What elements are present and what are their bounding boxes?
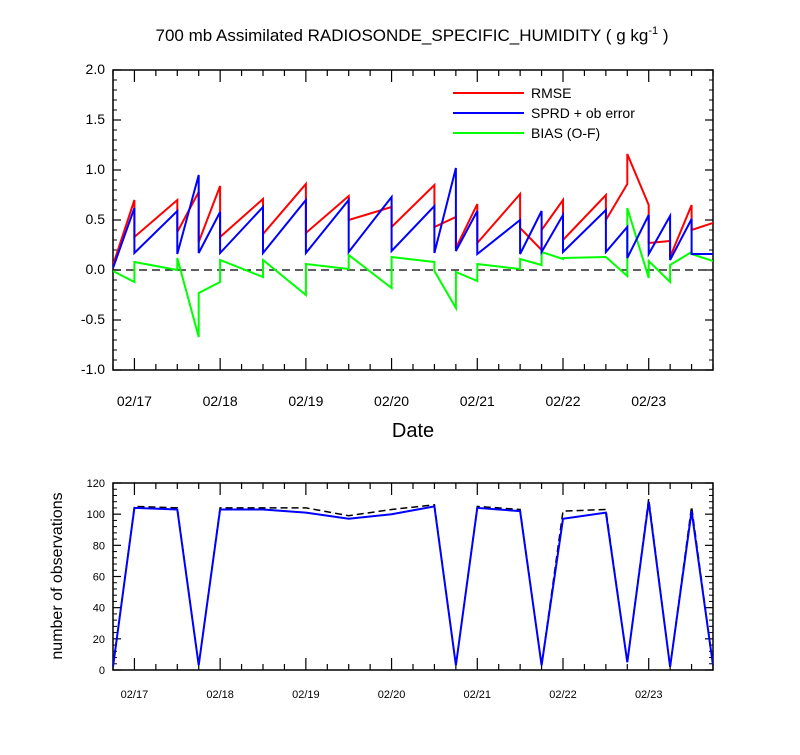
x-tick-label: 02/23 xyxy=(635,689,663,701)
y-tick-label: 80 xyxy=(93,540,105,552)
chart-title-main: 700 mb Assimilated RADIOSONDE_SPECIFIC_H… xyxy=(156,26,649,45)
x-tick-label: 02/20 xyxy=(378,689,406,701)
x-tick-label: 02/21 xyxy=(460,393,495,409)
top-x-axis-label: Date xyxy=(392,420,434,442)
y-tick-label: 1.0 xyxy=(86,161,106,177)
rmse-line xyxy=(113,153,713,266)
top-y-tick-labels: -1.0 -0.5 0.0 0.5 1.0 1.5 2.0 xyxy=(81,61,105,377)
bottom-y-tick-labels: 0 20 40 60 80 100 120 xyxy=(87,478,105,677)
legend-bias-label: BIAS (O-F) xyxy=(531,125,600,141)
y-tick-label: 0 xyxy=(99,665,105,677)
y-tick-label: 0.0 xyxy=(86,261,106,277)
y-tick-label: 1.5 xyxy=(86,111,106,127)
bottom-series-group xyxy=(113,498,713,668)
bias-line xyxy=(113,207,713,338)
x-tick-label: 02/17 xyxy=(117,393,152,409)
top-axis-ticks xyxy=(112,69,714,371)
bottom-x-tick-labels: 02/17 02/18 02/19 02/20 02/21 02/22 02/23 xyxy=(121,689,663,701)
y-tick-label: 2.0 xyxy=(86,61,106,77)
x-tick-label: 02/22 xyxy=(545,393,580,409)
x-tick-label: 02/17 xyxy=(121,689,149,701)
y-tick-label: 120 xyxy=(87,478,105,490)
x-tick-label: 02/22 xyxy=(549,689,577,701)
top-x-tick-labels: 02/17 02/18 02/19 02/20 02/21 02/22 02/23 xyxy=(117,393,667,409)
x-tick-label: 02/19 xyxy=(288,393,323,409)
x-tick-label: 02/21 xyxy=(464,689,492,701)
chart-title: 700 mb Assimilated RADIOSONDE_SPECIFIC_H… xyxy=(156,25,669,45)
y-tick-label: 0.5 xyxy=(86,211,106,227)
y-tick-label: 40 xyxy=(93,603,105,615)
chart-title-end: ) xyxy=(658,26,668,45)
obs-used-line xyxy=(113,501,713,668)
bottom-y-axis-label: number of observations xyxy=(49,492,66,659)
x-tick-label: 02/20 xyxy=(374,393,409,409)
y-tick-label: 20 xyxy=(93,634,105,646)
x-tick-label: 02/18 xyxy=(203,393,238,409)
chart-title-superscript: -1 xyxy=(648,25,658,37)
y-tick-label: -1.0 xyxy=(81,361,105,377)
x-tick-label: 02/19 xyxy=(292,689,320,701)
legend-rmse-label: RMSE xyxy=(531,85,571,101)
obs-possible-line xyxy=(113,498,713,667)
legend: RMSE SPRD + ob error BIAS (O-F) xyxy=(453,85,635,141)
x-tick-label: 02/18 xyxy=(206,689,234,701)
y-tick-label: 60 xyxy=(93,572,105,584)
y-tick-label: -0.5 xyxy=(81,311,105,327)
x-tick-label: 02/23 xyxy=(631,393,666,409)
top-series-group xyxy=(113,153,713,338)
legend-sprd-label: SPRD + ob error xyxy=(531,105,635,121)
sprd-line xyxy=(113,167,713,269)
y-tick-label: 100 xyxy=(87,509,105,521)
